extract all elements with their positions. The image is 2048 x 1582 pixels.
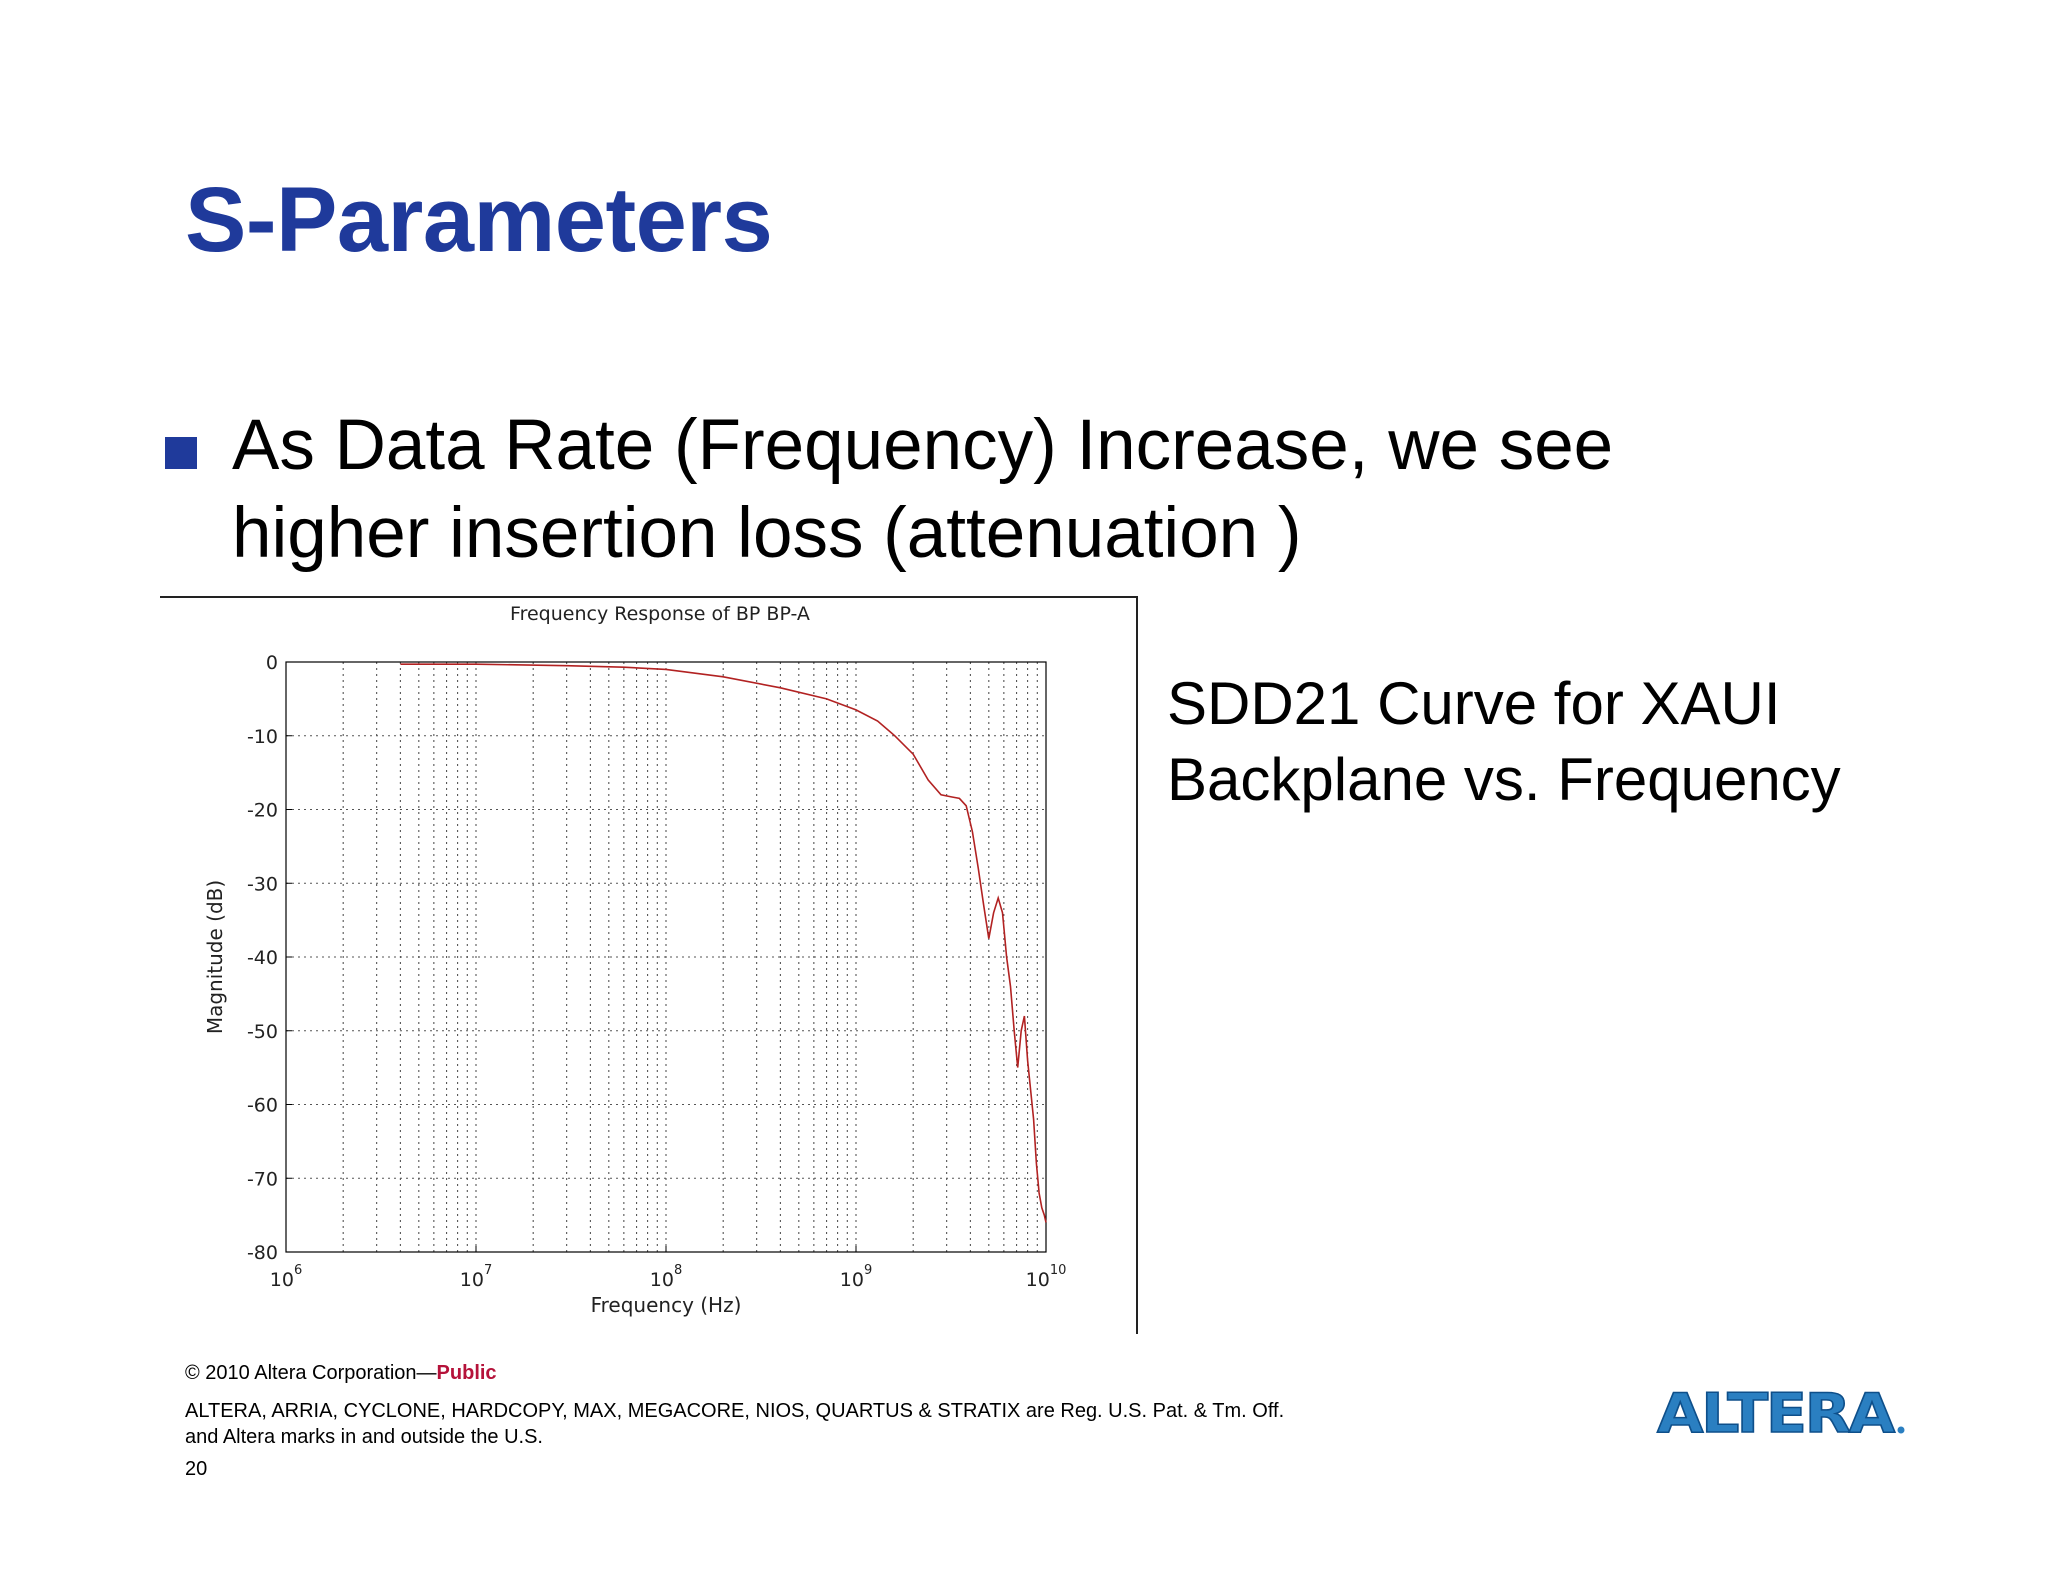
slide-title: S-Parameters [185, 169, 773, 271]
chart-caption-line-1: SDD21 Curve for XAUI [1167, 670, 1781, 737]
chart-caption: SDD21 Curve for XAUI Backplane vs. Frequ… [1167, 666, 1967, 818]
bullet-line-1: As Data Rate (Frequency) Increase, we se… [232, 406, 1614, 485]
chart-caption-line-2: Backplane vs. Frequency [1167, 746, 1841, 813]
copyright-line: © 2010 Altera Corporation—Public [185, 1362, 497, 1385]
bullet-line-2: higher insertion loss (attenuation ) [232, 494, 1302, 573]
y-tick-label: -80 [247, 1242, 278, 1264]
frequency-response-chart: Frequency Response of BP BP-A Frequency … [203, 603, 1066, 1317]
x-tick-label: 106 [270, 1263, 302, 1291]
y-tick-label: -60 [247, 1095, 278, 1117]
x-tick-label: 109 [840, 1263, 872, 1291]
x-tick-label: 108 [650, 1263, 682, 1291]
y-tick-label: 0 [266, 652, 278, 674]
y-tick-label: -10 [247, 726, 278, 748]
copyright-text: © 2010 Altera Corporation— [185, 1362, 437, 1384]
trademark-line-1: ALTERA, ARRIA, CYCLONE, HARDCOPY, MAX, M… [185, 1400, 1285, 1422]
public-label: Public [436, 1362, 497, 1384]
bullet-text: As Data Rate (Frequency) Increase, we se… [232, 402, 1732, 578]
y-tick-label: -40 [247, 947, 278, 969]
x-axis-label: Frequency (Hz) [591, 1293, 742, 1317]
bullet-square-icon [165, 437, 197, 469]
trademark-line-2: and Altera marks in and outside the U.S. [185, 1426, 543, 1448]
grid-layer [286, 662, 1046, 1252]
chart-frame: Frequency Response of BP BP-A Frequency … [160, 596, 1138, 1334]
altera-logo: ALTERA [1655, 1381, 1905, 1447]
x-tick-label: 107 [460, 1263, 492, 1291]
page-number: 20 [185, 1458, 208, 1480]
x-tick-label: 1010 [1026, 1263, 1067, 1291]
sdd21-series-line [400, 663, 1047, 1223]
logo-dot-icon [1897, 1426, 1905, 1434]
y-tick-label: -30 [247, 873, 278, 895]
trademark-notice: ALTERA, ARRIA, CYCLONE, HARDCOPY, MAX, M… [185, 1398, 1435, 1450]
y-tick-label: -50 [247, 1021, 278, 1043]
y-tick-label: -70 [247, 1168, 278, 1190]
y-tick-label: -20 [247, 800, 278, 822]
altera-logo-text: ALTERA [1657, 1382, 1895, 1442]
chart-title: Frequency Response of BP BP-A [510, 603, 810, 625]
y-axis-label: Magnitude (dB) [203, 880, 227, 1034]
